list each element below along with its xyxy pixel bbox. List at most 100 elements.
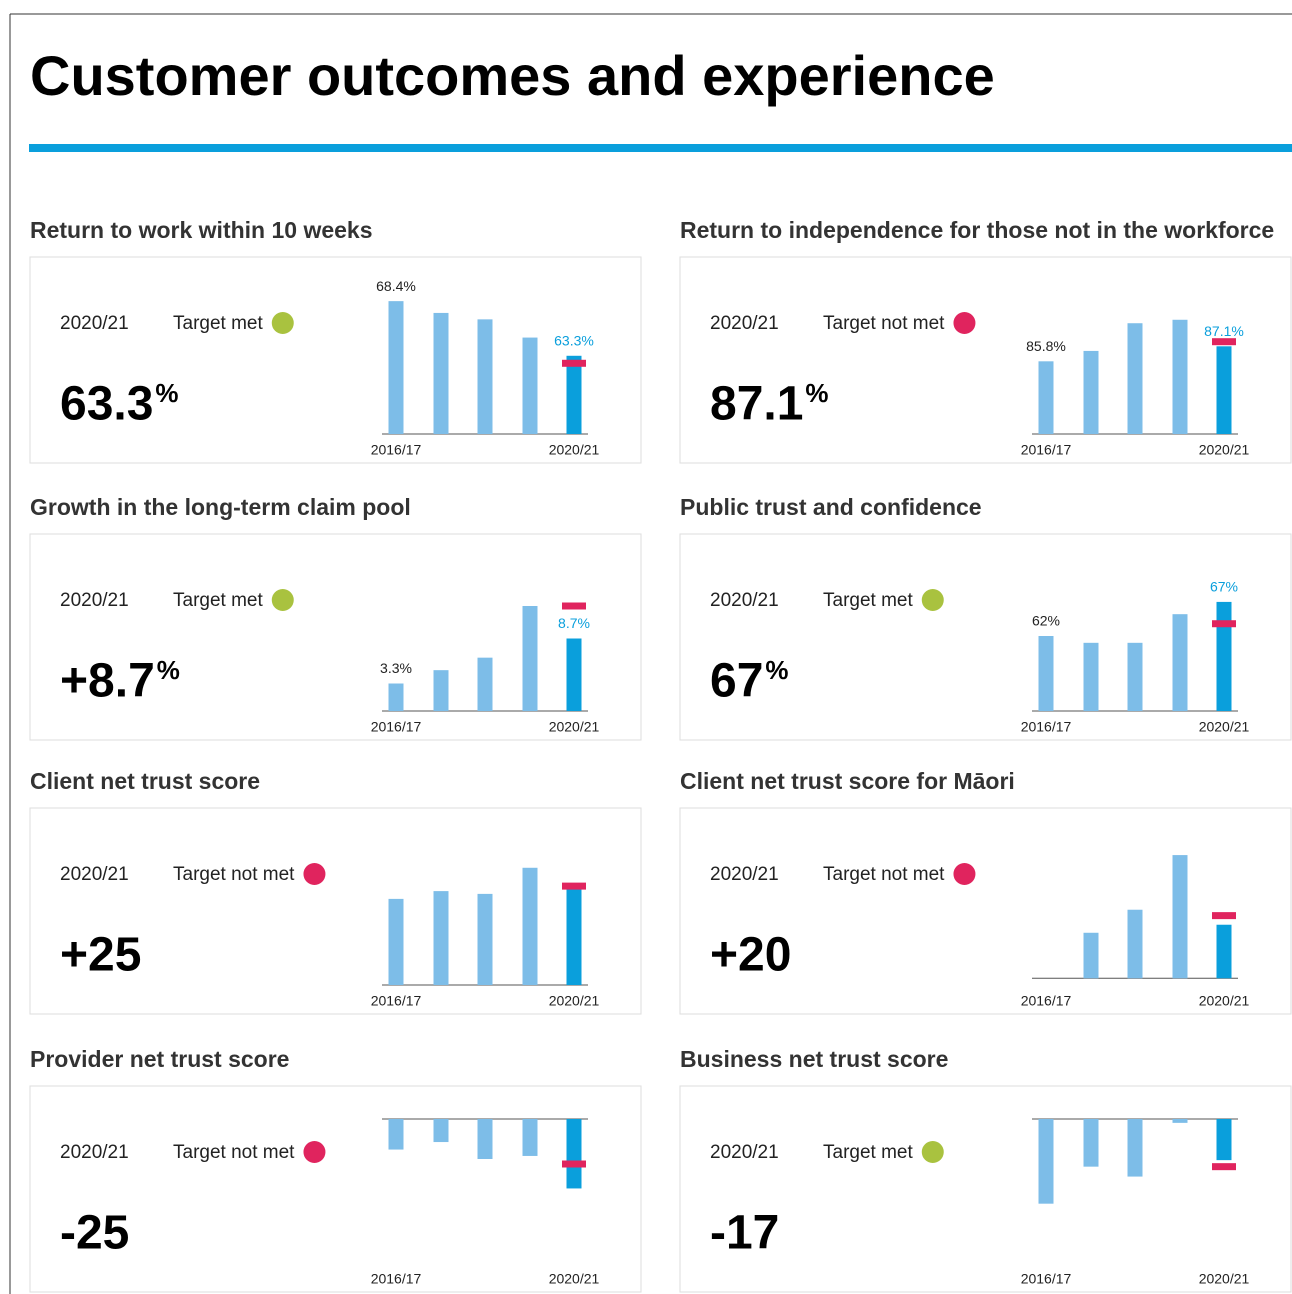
panel <box>29 533 642 741</box>
period: 2020/21 <box>710 864 779 885</box>
headline-value: -17 <box>710 1207 779 1260</box>
bar <box>1038 361 1054 434</box>
bar <box>1216 924 1232 979</box>
status-dot <box>921 589 944 611</box>
bar <box>522 867 538 985</box>
status: Target not met <box>823 864 945 885</box>
x-tick-label: 2020/21 <box>549 993 600 1009</box>
data-label: 63.3% <box>554 332 594 348</box>
bar <box>522 1119 538 1156</box>
data-label: 8.7% <box>558 615 590 631</box>
x-tick-label: 2020/21 <box>549 442 600 458</box>
status-dot <box>303 863 326 885</box>
bar <box>522 337 538 434</box>
status: Target not met <box>173 864 295 885</box>
bar <box>1083 350 1099 434</box>
bar <box>1216 601 1232 711</box>
target-marker <box>562 1160 586 1168</box>
data-label: 67% <box>1210 579 1238 595</box>
section-title: Growth in the long-term claim pool <box>30 494 411 520</box>
data-label: 85.8% <box>1026 338 1066 354</box>
headline-unit: % <box>155 378 178 408</box>
bar <box>1216 346 1232 434</box>
target-marker <box>562 359 586 367</box>
bar <box>1172 319 1188 434</box>
headline-value: +20 <box>710 929 791 982</box>
x-tick-label: 2020/21 <box>1199 442 1250 458</box>
headline-value: 87.1 <box>710 378 803 431</box>
bar <box>522 606 538 711</box>
headline-unit: % <box>805 378 828 408</box>
status: Target not met <box>823 313 945 334</box>
x-tick-label: 2020/21 <box>549 1271 600 1287</box>
headline-value: +8.7 <box>60 655 155 708</box>
bar <box>1038 636 1054 711</box>
data-label: 68.4% <box>376 278 416 294</box>
bar <box>477 657 493 711</box>
period: 2020/21 <box>60 864 129 885</box>
bar <box>1172 1119 1188 1123</box>
bar <box>1127 1119 1143 1177</box>
status: Target met <box>173 313 263 334</box>
x-tick-label: 2020/21 <box>1199 1271 1250 1287</box>
status: Target met <box>173 590 263 611</box>
status: Target not met <box>173 1142 295 1163</box>
page-title: Customer outcomes and experience <box>30 44 995 107</box>
x-tick-label: 2016/17 <box>1021 442 1072 458</box>
panel <box>679 1085 1292 1293</box>
period: 2020/21 <box>60 590 129 611</box>
bar <box>1172 855 1188 979</box>
section-title: Public trust and confidence <box>680 494 982 520</box>
x-tick-label: 2016/17 <box>371 993 422 1009</box>
bar <box>1127 323 1143 434</box>
section-title: Client net trust score for Māori <box>680 768 1015 794</box>
status-dot <box>953 312 976 334</box>
section-title: Business net trust score <box>680 1046 948 1072</box>
section-title: Provider net trust score <box>30 1046 289 1072</box>
x-tick-label: 2016/17 <box>371 1271 422 1287</box>
headline-value: +25 <box>60 929 141 982</box>
headline-unit: % <box>765 655 788 685</box>
bar <box>566 638 582 711</box>
target-marker <box>1212 912 1236 920</box>
bar <box>1083 642 1099 711</box>
bar <box>1172 614 1188 711</box>
status-dot <box>921 1141 944 1163</box>
panel <box>29 807 642 1015</box>
bar <box>477 1119 493 1159</box>
target-marker <box>1212 338 1236 346</box>
period: 2020/21 <box>710 1142 779 1163</box>
panel <box>679 256 1292 464</box>
headline-value: -25 <box>60 1207 129 1260</box>
section-title: Return to work within 10 weeks <box>30 217 373 243</box>
x-tick-label: 2016/17 <box>1021 993 1072 1009</box>
x-tick-label: 2016/17 <box>1021 719 1072 735</box>
panel <box>29 1085 642 1293</box>
bar <box>433 891 449 985</box>
x-tick-label: 2020/21 <box>549 719 600 735</box>
bar <box>1127 642 1143 711</box>
bar <box>1083 1119 1099 1167</box>
x-tick-label: 2016/17 <box>1021 1271 1072 1287</box>
headline-value: 63.3 <box>60 378 153 431</box>
period: 2020/21 <box>710 313 779 334</box>
period: 2020/21 <box>60 313 129 334</box>
data-label: 3.3% <box>380 660 412 676</box>
status-dot <box>303 1141 326 1163</box>
data-label: 87.1% <box>1204 323 1244 339</box>
bar <box>388 301 404 434</box>
headline-value: 67 <box>710 655 763 708</box>
status: Target met <box>823 1142 913 1163</box>
bar <box>566 887 582 985</box>
bar <box>1083 932 1099 979</box>
bar <box>433 312 449 434</box>
x-tick-label: 2016/17 <box>371 719 422 735</box>
bar <box>566 355 582 434</box>
status-dot <box>271 589 294 611</box>
panel <box>679 533 1292 741</box>
bar <box>388 683 404 711</box>
section-title: Return to independence for those not in … <box>680 217 1274 243</box>
x-tick-label: 2016/17 <box>371 442 422 458</box>
title-rule <box>29 144 1292 152</box>
